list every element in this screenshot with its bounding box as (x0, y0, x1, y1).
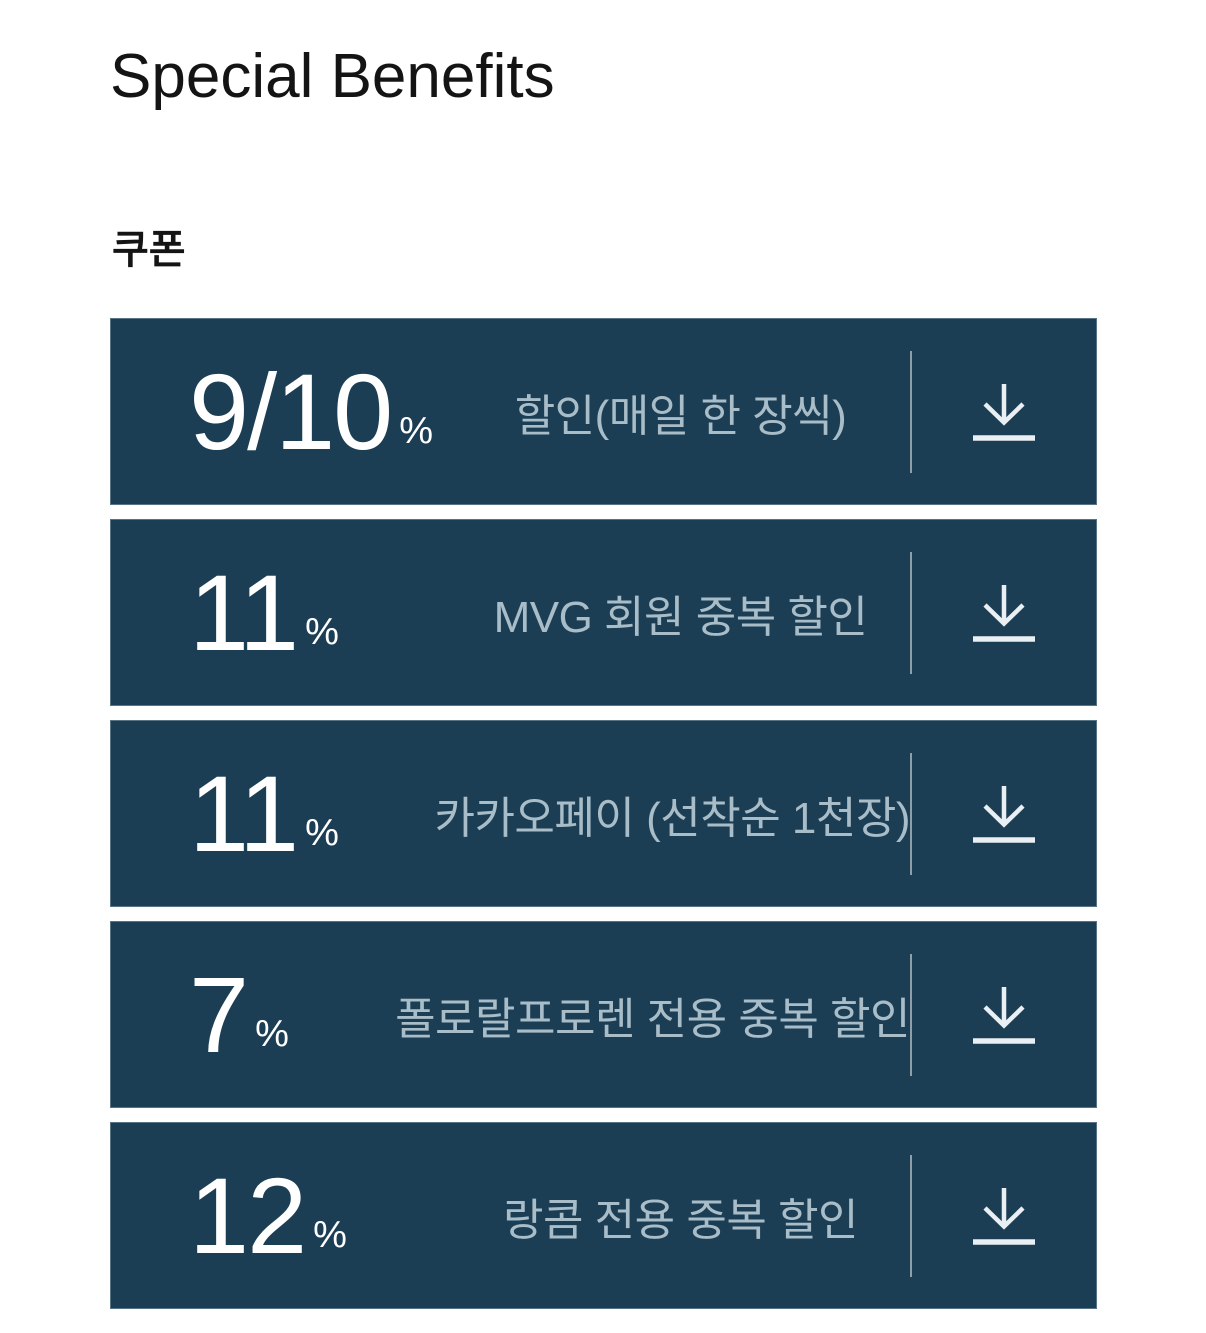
coupon-percent-value: 11 (189, 752, 299, 874)
download-icon (973, 584, 1035, 642)
coupon-section-title: 쿠폰 (112, 228, 186, 272)
download-icon (973, 785, 1035, 843)
vertical-divider (910, 752, 912, 875)
page-title: Special Benefits (110, 42, 555, 111)
coupon-discount: 9/10 % (111, 350, 451, 472)
download-coupon-button[interactable] (912, 319, 1096, 504)
coupon-card: 7 % 폴로랄프로렌 전용 중복 할인 (110, 921, 1097, 1108)
download-icon (973, 1187, 1035, 1245)
coupon-card: 12 % 랑콤 전용 중복 할인 (110, 1122, 1097, 1309)
download-coupon-button[interactable] (912, 922, 1096, 1107)
coupon-description: MVG 회원 중복 할인 (493, 592, 868, 642)
vertical-divider (910, 350, 912, 473)
coupon-card: 11 % MVG 회원 중복 할인 (110, 519, 1097, 706)
coupon-discount: 7 % (111, 953, 395, 1075)
coupon-description: 랑콤 전용 중복 할인 (502, 1195, 859, 1245)
coupon-description: 할인(매일 한 장씩) (514, 391, 847, 441)
coupon-percent-value: 9/10 (189, 350, 393, 472)
coupon-discount: 12 % (111, 1154, 451, 1276)
download-coupon-button[interactable] (912, 1123, 1096, 1308)
coupon-percent-sign: % (305, 811, 339, 854)
coupon-percent-sign: % (399, 409, 433, 452)
download-coupon-button[interactable] (912, 520, 1096, 705)
coupon-percent-value: 12 (189, 1154, 307, 1276)
coupon-discount: 11 % (111, 551, 451, 673)
download-icon (973, 986, 1035, 1044)
coupon-card: 11 % 카카오페이 (선착순 1천장) (110, 720, 1097, 907)
coupon-percent-sign: % (305, 610, 339, 653)
coupon-list: 9/10 % 할인(매일 한 장씩) 11 % MVG 회원 중복 할인 (110, 318, 1097, 1309)
coupon-percent-sign: % (313, 1213, 347, 1256)
coupon-percent-value: 11 (189, 551, 299, 673)
vertical-divider (910, 953, 912, 1076)
coupon-description: 카카오페이 (선착순 1천장) (434, 793, 910, 843)
download-icon (973, 383, 1035, 441)
vertical-divider (910, 551, 912, 674)
coupon-description: 폴로랄프로렌 전용 중복 할인 (395, 994, 910, 1044)
download-coupon-button[interactable] (912, 721, 1096, 906)
coupon-discount: 11 % (111, 752, 434, 874)
coupon-percent-sign: % (255, 1012, 289, 1055)
vertical-divider (910, 1154, 912, 1277)
coupon-card: 9/10 % 할인(매일 한 장씩) (110, 318, 1097, 505)
coupon-percent-value: 7 (189, 953, 249, 1075)
